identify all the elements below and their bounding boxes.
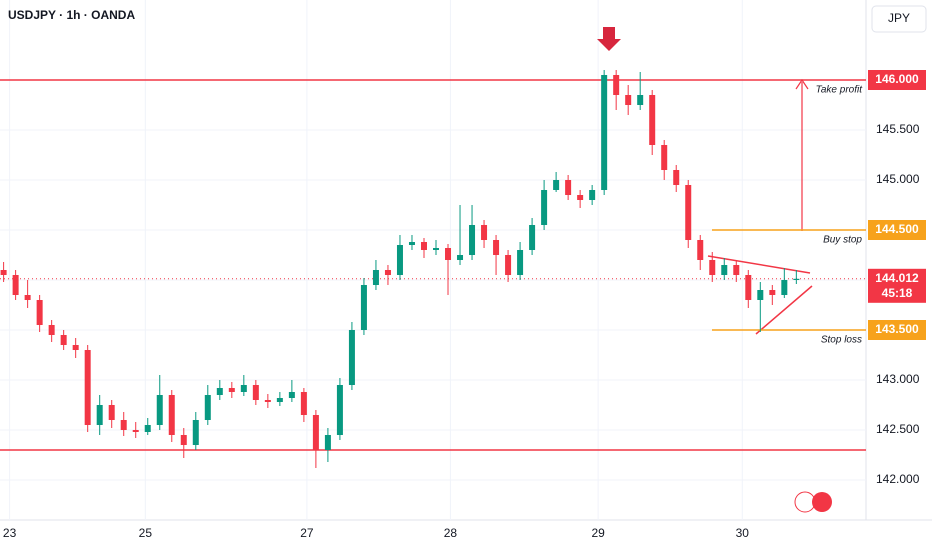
triangle-upper	[707, 255, 811, 274]
candle-body	[300, 392, 307, 415]
candle-body	[156, 395, 163, 425]
candle-body	[781, 280, 788, 295]
candle-body	[252, 385, 259, 400]
candle-body	[12, 275, 19, 295]
currency-button[interactable]	[871, 5, 927, 33]
candle-body	[120, 420, 127, 430]
candle-body	[565, 180, 572, 195]
candle-body	[541, 190, 548, 225]
candle-body	[216, 388, 223, 395]
y-tick-label: 142.500	[876, 422, 920, 436]
price-tag	[868, 320, 926, 340]
candle-body	[192, 420, 199, 445]
candle-body	[288, 392, 295, 398]
x-tick-label: 29	[591, 526, 605, 540]
candle-body	[396, 245, 403, 275]
candle-body	[433, 248, 440, 250]
last-price-label: 144.012	[875, 271, 919, 285]
candle-body	[553, 180, 560, 190]
candle-body	[661, 145, 668, 170]
candle-body	[649, 95, 656, 145]
candle-body	[445, 248, 452, 260]
candle-body	[601, 75, 608, 190]
level-note: Take profit	[816, 85, 864, 96]
candle-body	[0, 270, 7, 275]
candle-body	[709, 260, 716, 275]
candle-body	[372, 270, 379, 285]
candle-body	[180, 435, 187, 445]
x-tick-label: 25	[139, 526, 153, 540]
level-note: Buy stop	[823, 235, 862, 246]
candle-body	[240, 385, 247, 392]
last-price-tag	[868, 268, 926, 303]
candle-body	[132, 430, 139, 432]
x-tick-label: 23	[3, 526, 17, 540]
price-tag-label: 146.000	[875, 72, 919, 86]
x-tick-label: 30	[736, 526, 750, 540]
candle-body	[168, 395, 175, 435]
y-tick-label: 142.000	[876, 472, 920, 486]
level-note: Stop loss	[821, 335, 862, 346]
candle-body	[24, 295, 31, 300]
price-tag	[868, 220, 926, 240]
candle-body	[84, 350, 91, 425]
candle-body	[625, 95, 632, 105]
triangle-lower	[755, 285, 813, 335]
countdown-label: 45:18	[882, 286, 913, 300]
candle-body	[529, 225, 536, 250]
candle-body	[685, 185, 692, 240]
x-tick-label: 27	[300, 526, 314, 540]
candle-body	[72, 345, 79, 350]
candle-body	[312, 415, 319, 450]
candle-body	[493, 240, 500, 255]
candle-body	[336, 385, 343, 435]
candle-body	[96, 405, 103, 425]
price-tag	[868, 70, 926, 90]
candle-body	[469, 225, 476, 255]
price-tag-label: 144.500	[875, 222, 919, 236]
candle-body	[384, 270, 391, 275]
candle-body	[637, 95, 644, 105]
candle-body	[36, 300, 43, 325]
candle-body	[577, 195, 584, 200]
down-arrow-marker	[597, 27, 621, 51]
candle-body	[721, 265, 728, 275]
candle-body	[517, 250, 524, 275]
x-tick-label: 28	[444, 526, 458, 540]
chart-title: USDJPY · 1h · OANDA	[8, 8, 135, 22]
y-tick-label: 145.500	[876, 122, 920, 136]
candle-body	[324, 435, 331, 450]
candle-body	[613, 75, 620, 95]
candle-body	[144, 425, 151, 432]
currency-label[interactable]: JPY	[888, 11, 910, 25]
candle-body	[60, 335, 67, 345]
candle-body	[769, 290, 776, 295]
candle-body	[793, 278, 800, 280]
candle-body	[589, 190, 596, 200]
candle-body	[673, 170, 680, 185]
candle-body	[420, 242, 427, 250]
candle-body	[457, 255, 464, 260]
candle-body	[408, 242, 415, 245]
candle-body	[733, 265, 740, 275]
price-tag-label: 143.500	[875, 322, 919, 336]
candle-body	[276, 398, 283, 402]
candle-body	[48, 325, 55, 335]
candle-body	[757, 290, 764, 300]
candle-body	[505, 255, 512, 275]
candle-body	[108, 405, 115, 420]
candle-body	[697, 240, 704, 260]
flag-icon[interactable]	[812, 492, 832, 512]
candle-body	[360, 285, 367, 330]
candle-body	[228, 388, 235, 392]
candle-body	[481, 225, 488, 240]
candle-body	[204, 395, 211, 420]
candle-body	[745, 275, 752, 300]
y-tick-label: 143.000	[876, 372, 920, 386]
candle-body	[264, 400, 271, 402]
y-tick-label: 145.000	[876, 172, 920, 186]
candle-body	[348, 330, 355, 385]
